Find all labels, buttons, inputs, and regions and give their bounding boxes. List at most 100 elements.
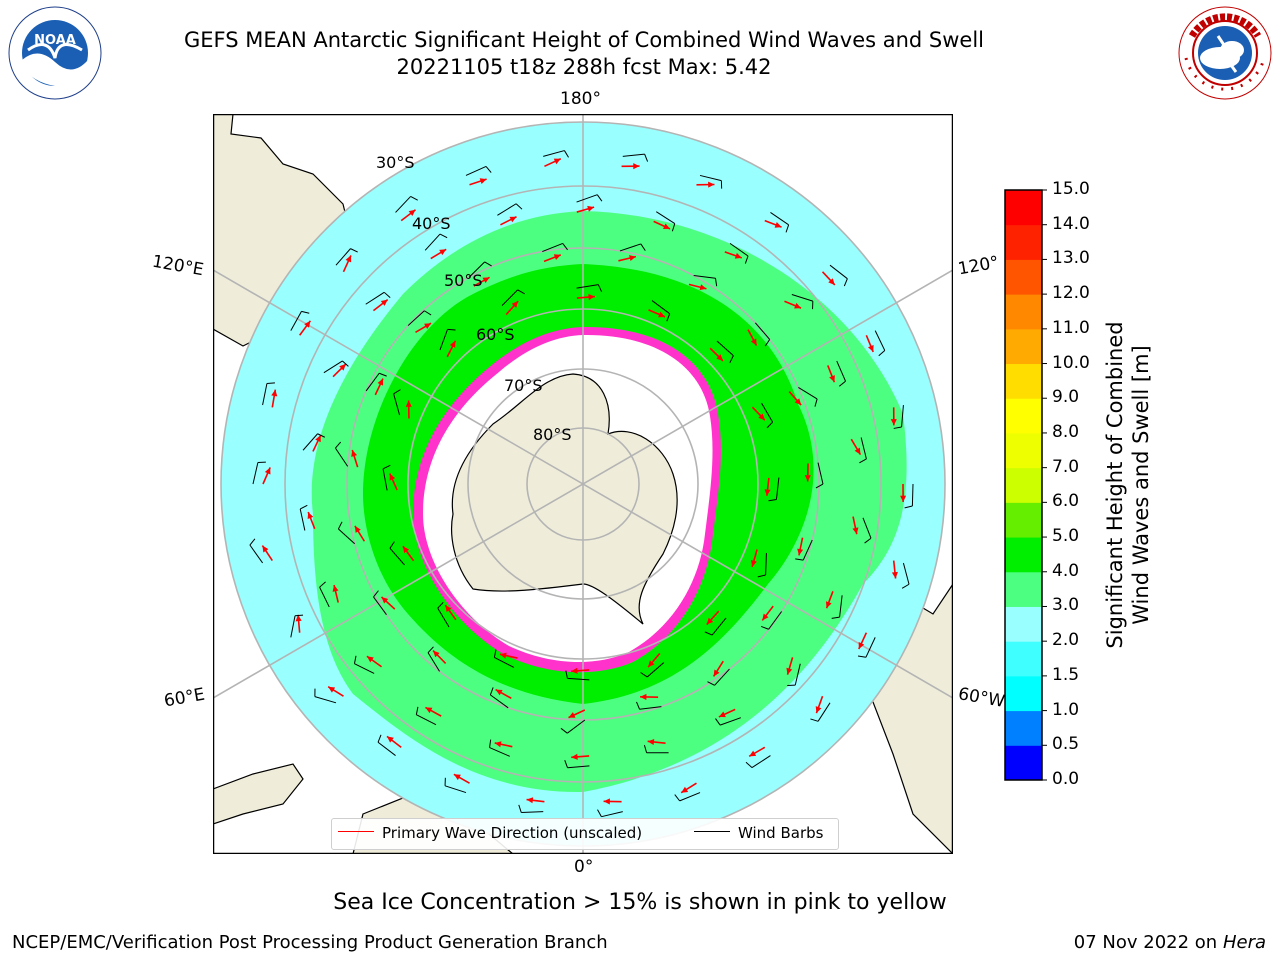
wind-barb xyxy=(576,284,603,293)
colorbar-tick-label: 2.0 xyxy=(1052,630,1080,651)
wave-direction-arrow xyxy=(706,610,720,626)
colorbar-tick-label: 0.5 xyxy=(1052,734,1080,755)
wind-barb xyxy=(373,590,387,615)
lon-label-180: 180° xyxy=(560,89,601,109)
colorbar-segment xyxy=(1005,606,1042,642)
colorbar-segment xyxy=(1005,190,1042,226)
wave-direction-arrow xyxy=(571,667,590,674)
wave-direction-arrow xyxy=(307,511,316,530)
wave-direction-arrow xyxy=(653,220,671,230)
graticule xyxy=(213,114,953,854)
wind-barb xyxy=(622,153,649,162)
wind-barb xyxy=(319,581,330,608)
wind-barb xyxy=(489,739,510,757)
wave-direction-arrow xyxy=(495,688,512,700)
colorbar-segment xyxy=(1005,675,1042,712)
wind-barb xyxy=(810,702,831,722)
wind-barb xyxy=(337,521,356,545)
wind-barb xyxy=(829,264,848,287)
colorbar-tick-label: 15.0 xyxy=(1052,179,1090,199)
colorbar-segment xyxy=(1005,537,1042,573)
wind-barb xyxy=(791,294,814,310)
wind-barb xyxy=(674,792,701,802)
colorbar-title-line1: Significant Height of Combined xyxy=(1103,321,1127,649)
wave-direction-arrow xyxy=(444,604,457,621)
wave-direction-arrow xyxy=(764,219,782,228)
wind-barb xyxy=(787,663,801,686)
footer-credit: NCEP/EMC/Verification Post Processing Pr… xyxy=(12,932,608,953)
wind-barb xyxy=(249,538,263,564)
wave-direction-arrow xyxy=(576,205,595,213)
wave-direction-arrow xyxy=(786,657,794,675)
colorbar-segment xyxy=(1005,398,1042,434)
wave-direction-arrow xyxy=(295,614,302,633)
colorbar-tick-label: 1.0 xyxy=(1052,699,1080,720)
wind-barb xyxy=(745,755,771,769)
map-legend: Primary Wave Direction (unscaled) Wind B… xyxy=(331,818,839,850)
wind-barb xyxy=(389,541,405,566)
wave-direction-arrow xyxy=(342,255,352,273)
wind-barb xyxy=(768,477,780,502)
wave-direction-arrow xyxy=(891,560,898,579)
colorbar-segment xyxy=(1005,328,1042,365)
wind-barb xyxy=(729,242,749,264)
lat-label-40s: 40°S xyxy=(412,214,451,233)
polar-map xyxy=(213,114,953,854)
lat-label-30s: 30°S xyxy=(376,153,415,172)
wave-direction-arrow xyxy=(804,463,811,482)
wind-barb xyxy=(424,233,448,251)
wave-direction-arrow xyxy=(312,434,322,452)
wave-direction-arrow xyxy=(821,271,836,286)
wave-direction-arrow xyxy=(603,798,622,805)
wave-direction-arrow xyxy=(366,655,383,668)
wind-barb xyxy=(415,706,437,726)
wave-direction-arrow xyxy=(858,632,868,650)
colorbar-tick-label: 9.0 xyxy=(1052,387,1080,408)
wave-direction-arrow xyxy=(751,406,766,421)
lat-label-50s: 50°S xyxy=(444,271,483,290)
wind-barb xyxy=(757,553,767,578)
chart-subtitle: 20221105 t18z 288h fcst Max: 5.42 xyxy=(396,55,772,79)
colorbar-segment xyxy=(1005,294,1042,330)
wave-direction-arrow xyxy=(764,477,771,496)
colorbar-tick-label: 10.0 xyxy=(1052,352,1090,373)
wave-direction-arrow xyxy=(890,407,897,426)
wind-barb xyxy=(501,289,525,306)
wave-direction-arrow xyxy=(526,797,545,804)
lat-label-80s: 80°S xyxy=(533,425,572,444)
wave-direction-arrow xyxy=(718,708,736,718)
wave-direction-arrow xyxy=(405,400,412,419)
wave-direction-arrow xyxy=(499,652,518,659)
wave-direction-arrow xyxy=(372,298,389,312)
wind-barb xyxy=(395,195,418,213)
wave-direction-arrow xyxy=(761,605,774,621)
wind-barb xyxy=(365,291,391,305)
wind-barb xyxy=(323,360,349,374)
wind-barb xyxy=(465,165,492,176)
wind-barb xyxy=(439,328,456,351)
wind-barb xyxy=(365,372,387,392)
wind-barb xyxy=(252,461,266,485)
wave-direction-arrow xyxy=(430,248,447,260)
lon-label-60w: 60°W xyxy=(956,684,1007,712)
wind-barb xyxy=(468,261,492,278)
colorbar-segment xyxy=(1005,363,1042,399)
wave-direction-arrow xyxy=(374,378,384,396)
wind-barb xyxy=(693,275,718,287)
wind-barb xyxy=(437,602,450,628)
wave-direction-arrow xyxy=(327,686,344,697)
colorbar-tick-label: 0.0 xyxy=(1052,769,1080,789)
wave-direction-arrow xyxy=(389,473,398,491)
wind-barb xyxy=(640,662,665,678)
colorbar-title: Significant Height of Combined Wind Wave… xyxy=(1102,321,1154,648)
wind-barb xyxy=(859,437,867,464)
wave-direction-arrow xyxy=(827,365,836,383)
wave-direction-arrow xyxy=(647,652,661,668)
wind-barb xyxy=(493,649,515,668)
colorbar-segment xyxy=(1005,502,1042,538)
colorbar-segment xyxy=(1005,571,1042,607)
wave-direction-arrow xyxy=(576,294,595,301)
colorbar-tick-label: 13.0 xyxy=(1052,248,1090,269)
wind-barb xyxy=(857,637,876,658)
wind-barb xyxy=(497,203,523,216)
